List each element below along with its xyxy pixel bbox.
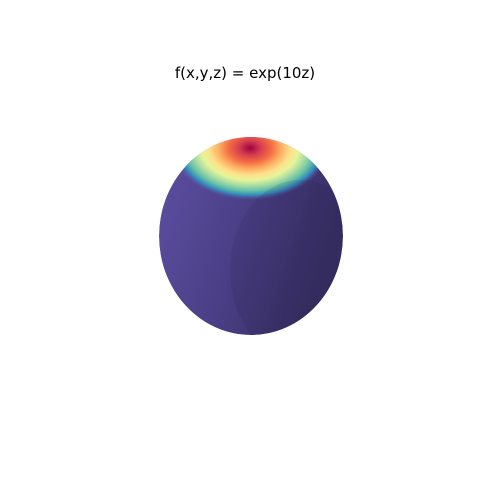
chart-title: f(x,y,z) = exp(10z): [174, 64, 316, 82]
sphere-cap: [170, 137, 330, 206]
sphere-shadow: [230, 180, 343, 335]
